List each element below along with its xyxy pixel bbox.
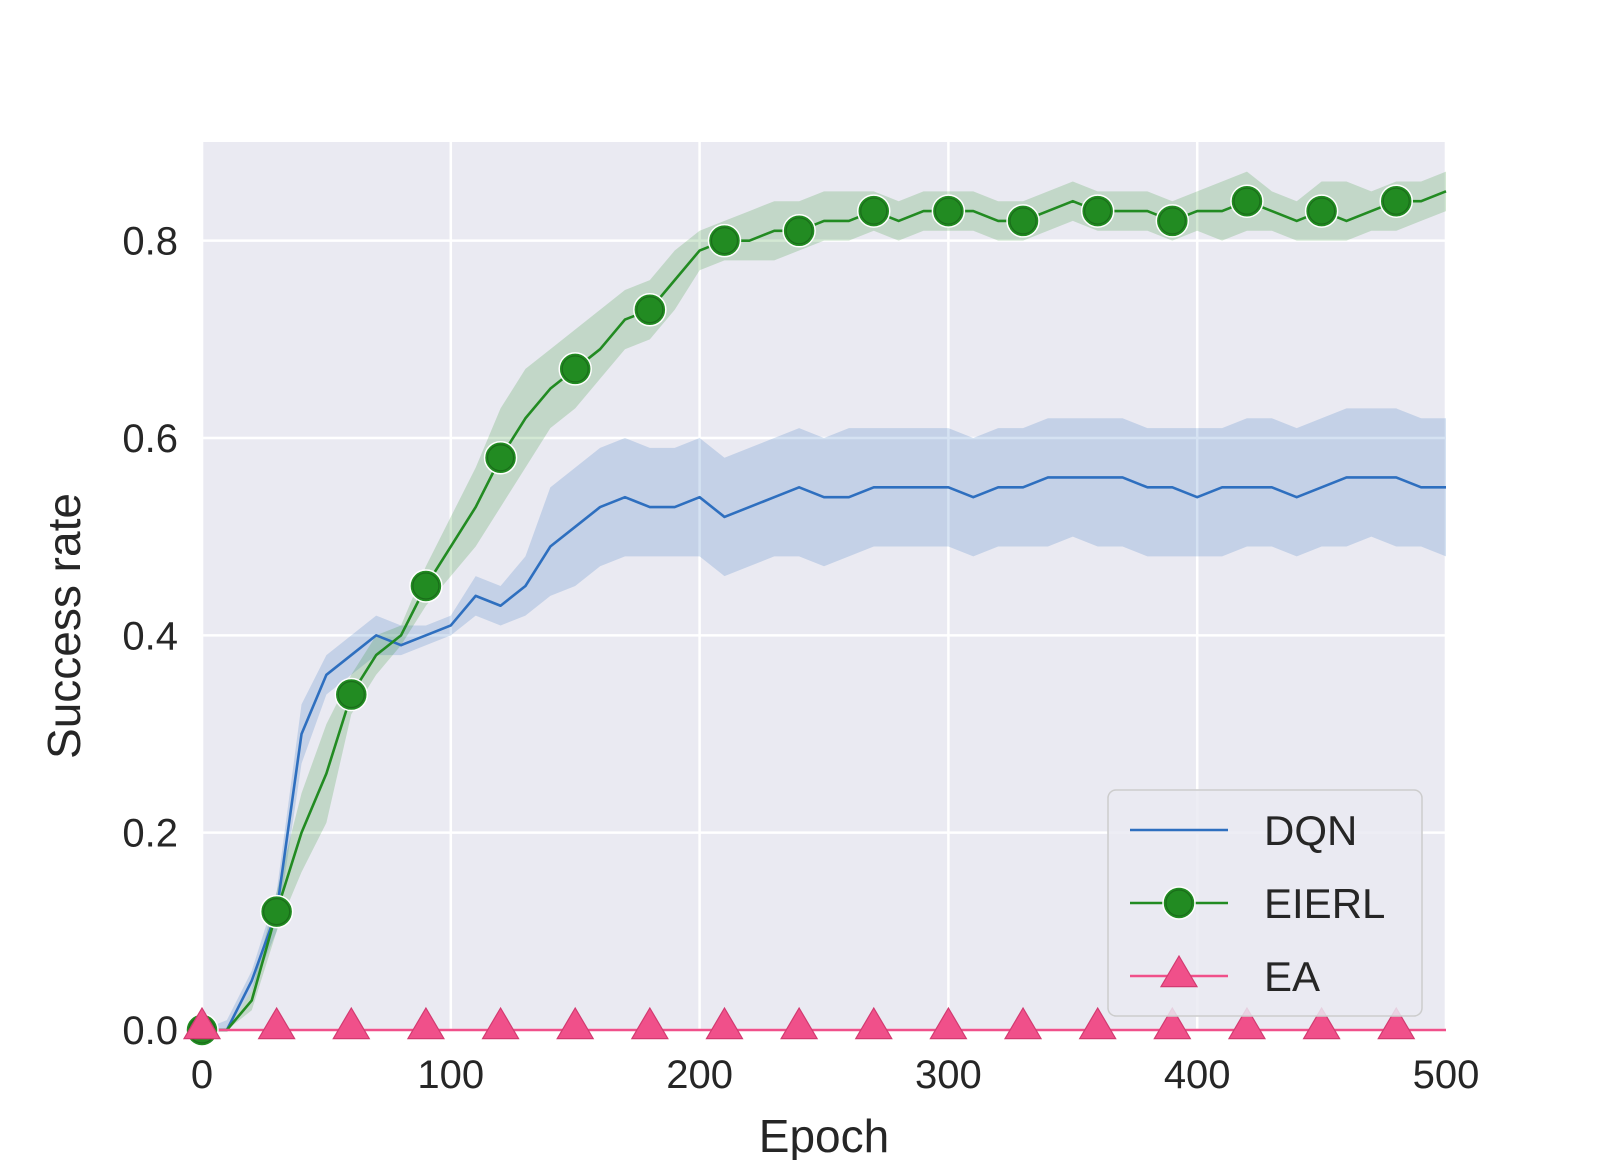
x-tick-labels: 0 100 200 300 400 500 [191,1053,1480,1097]
line-dqn [202,476,1446,1032]
legend-marker-eierl [1162,886,1196,920]
y-tick-label: 0.4 [122,614,178,658]
eierl-marker [1379,184,1413,218]
eierl-marker-ring [1233,187,1261,215]
ea-marker [182,1006,222,1040]
x-tick-label: 100 [417,1053,484,1097]
eierl-marker-ring [710,227,739,255]
eierl-marker-ring [1307,197,1336,225]
eierl-marker-ring [860,197,888,225]
ea-marker [854,1006,893,1040]
legend-label-ea: EA [1264,953,1320,1000]
eierl-marker-ring [785,217,813,245]
legend: DQN EIERL EA [1107,789,1423,1017]
eierl-marker [707,223,742,258]
y-axis-label: Success rate [38,493,90,759]
eierl-marker [633,292,667,327]
eierl-marker [558,352,592,386]
ea-marker [630,1006,669,1040]
eierl-marker-ring [636,296,664,324]
ea-marker [332,1006,371,1040]
eierl-marker-ring [1158,207,1186,235]
eierl-marker [1080,194,1115,228]
eierl-marker [857,194,891,228]
eierl-marker [931,194,966,228]
ea-marker [406,1006,445,1040]
legend-marker-eierl-ring [1165,889,1193,917]
ea-marker [556,1006,595,1040]
ea-marker [1153,1006,1192,1040]
eierl-marker [1230,184,1264,218]
y-tick-label: 0.0 [122,1009,178,1053]
ea-marker [1302,1006,1341,1040]
x-axis-label: Epoch [759,1110,889,1160]
ea-marker [257,1006,296,1040]
x-tick-label: 300 [915,1053,982,1097]
ea-marker [1078,1006,1117,1040]
x-tick-label: 0 [191,1053,213,1097]
grid-lines [200,142,1448,1032]
ea-marker [1377,1006,1416,1040]
legend-box [1107,789,1423,1017]
series-markers [182,184,1416,1047]
band-dqn [202,408,1446,1030]
eierl-marker [1155,204,1190,238]
eierl-marker [259,894,294,929]
eierl-marker [1006,204,1040,238]
y-tick-label: 0.2 [122,812,178,856]
eierl-marker-ring [934,197,963,225]
y-tick-label: 0.6 [122,417,178,461]
confidence-bands [202,171,1446,1031]
eierl-marker [1304,194,1339,228]
legend-label-dqn: DQN [1264,807,1357,854]
eierl-marker-ring [263,897,291,926]
eierl-marker-ring [412,572,440,600]
ea-marker [481,1006,520,1040]
eierl-marker-ring [1084,197,1112,225]
x-tick-label: 500 [1413,1053,1480,1097]
legend-marker-ea [1159,954,1199,988]
eierl-marker-ring [337,680,365,709]
x-tick-label: 200 [666,1053,733,1097]
eierl-marker-ring [561,355,589,383]
eierl-marker [409,569,443,603]
eierl-marker [483,440,518,475]
ea-marker [1227,1006,1267,1040]
ea-marker [1003,1006,1043,1040]
legend-label-eierl: EIERL [1264,880,1385,927]
ea-marker [705,1006,744,1040]
ea-marker [780,1006,819,1040]
eierl-marker-ring [486,444,515,472]
y-tick-label: 0.8 [122,220,178,264]
eierl-marker-ring [1382,187,1410,215]
eierl-marker [334,677,369,712]
ea-marker [929,1006,968,1040]
x-tick-label: 400 [1164,1053,1231,1097]
eierl-marker [782,214,816,248]
y-tick-labels: 0.0 0.2 0.4 0.6 0.8 [122,220,178,1053]
eierl-marker-ring [1009,207,1037,235]
